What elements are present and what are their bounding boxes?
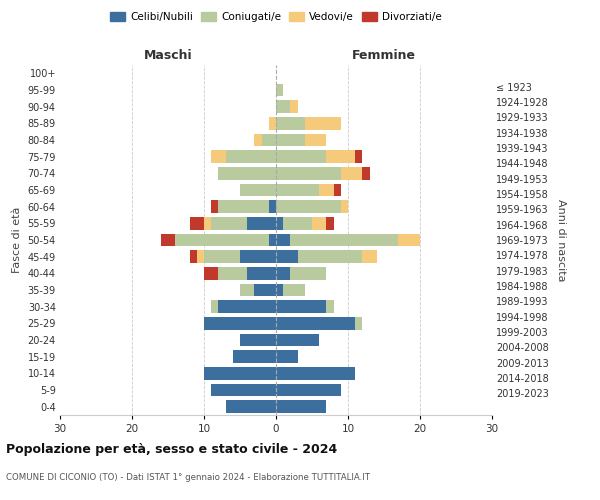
Text: Popolazione per età, sesso e stato civile - 2024: Popolazione per età, sesso e stato civil… (6, 442, 337, 456)
Bar (276, 100, 290, 113)
Text: Maschi: Maschi (143, 48, 193, 62)
Bar (240, 334, 276, 346)
Bar (161, 234, 175, 246)
Bar (290, 234, 398, 246)
Bar (276, 217, 283, 230)
Bar (276, 200, 341, 213)
Bar (269, 200, 276, 213)
Bar (276, 367, 355, 380)
Bar (175, 234, 269, 246)
Bar (226, 150, 276, 163)
Bar (211, 217, 247, 230)
Bar (247, 267, 276, 280)
Bar (269, 117, 276, 130)
Bar (247, 217, 276, 230)
Bar (276, 167, 341, 179)
Bar (341, 200, 348, 213)
Bar (218, 200, 269, 213)
Bar (334, 184, 341, 196)
Bar (326, 217, 334, 230)
Bar (276, 317, 355, 330)
Bar (319, 184, 334, 196)
Bar (276, 400, 326, 413)
Bar (204, 267, 218, 280)
Legend: Celibi/Nubili, Coniugati/e, Vedovi/e, Divorziati/e: Celibi/Nubili, Coniugati/e, Vedovi/e, Di… (106, 8, 446, 26)
Bar (218, 267, 247, 280)
Bar (355, 150, 362, 163)
Bar (298, 250, 362, 263)
Bar (190, 250, 197, 263)
Bar (254, 284, 276, 296)
Bar (398, 234, 420, 246)
Bar (341, 167, 362, 179)
Bar (204, 217, 211, 230)
Bar (204, 317, 276, 330)
Bar (276, 234, 290, 246)
Bar (276, 267, 290, 280)
Bar (276, 300, 326, 313)
Bar (204, 250, 240, 263)
Text: Femmine: Femmine (352, 48, 416, 62)
Bar (262, 134, 276, 146)
Bar (312, 217, 326, 230)
Bar (290, 267, 326, 280)
Y-axis label: Anni di nascita: Anni di nascita (556, 198, 566, 281)
Bar (283, 217, 312, 230)
Bar (276, 150, 326, 163)
Bar (211, 200, 218, 213)
Bar (233, 350, 276, 363)
Bar (211, 384, 276, 396)
Bar (326, 150, 355, 163)
Bar (226, 400, 276, 413)
Bar (276, 284, 283, 296)
Bar (218, 167, 276, 179)
Bar (326, 300, 334, 313)
Bar (362, 250, 377, 263)
Bar (197, 250, 204, 263)
Bar (240, 184, 276, 196)
Bar (240, 284, 254, 296)
Bar (240, 250, 276, 263)
Bar (269, 234, 276, 246)
Bar (204, 367, 276, 380)
Bar (276, 117, 305, 130)
Bar (218, 300, 276, 313)
Bar (211, 150, 226, 163)
Bar (276, 134, 305, 146)
Bar (283, 284, 305, 296)
Bar (276, 184, 319, 196)
Y-axis label: Fasce di età: Fasce di età (12, 207, 22, 273)
Bar (276, 350, 298, 363)
Bar (362, 167, 370, 179)
Bar (276, 384, 341, 396)
Text: COMUNE DI CICONIO (TO) - Dati ISTAT 1° gennaio 2024 - Elaborazione TUTTITALIA.IT: COMUNE DI CICONIO (TO) - Dati ISTAT 1° g… (6, 472, 370, 482)
Bar (355, 317, 362, 330)
Bar (254, 134, 262, 146)
Bar (190, 217, 204, 230)
Bar (290, 100, 298, 113)
Bar (276, 250, 298, 263)
Bar (211, 300, 218, 313)
Bar (276, 334, 319, 346)
Bar (305, 134, 326, 146)
Bar (305, 117, 341, 130)
Bar (276, 84, 283, 96)
